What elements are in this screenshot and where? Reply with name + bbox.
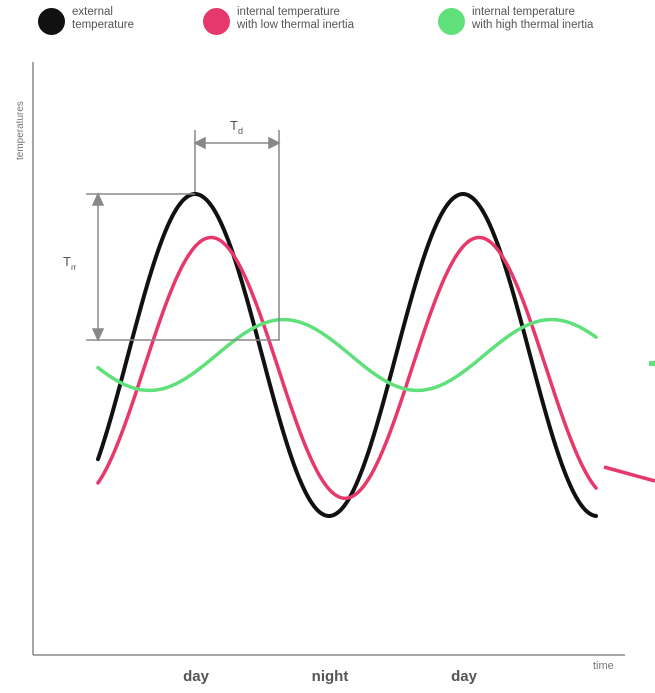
legend-label-external: external temperature bbox=[72, 6, 135, 31]
x-tick-day-2: day bbox=[451, 668, 478, 685]
x-tick-day-1: day bbox=[183, 668, 210, 685]
series-line-external bbox=[96, 192, 598, 518]
legend-label-high-inertia: internal temperature with high thermal i… bbox=[472, 6, 594, 31]
x-axis-label: time bbox=[593, 660, 614, 672]
series-line-high-inertia bbox=[96, 317, 598, 393]
amplitude-label: Trr bbox=[63, 254, 77, 272]
x-tick-night: night bbox=[312, 668, 349, 685]
legend-swatch-high-inertia bbox=[438, 8, 465, 35]
legend: external temperature internal temperatur… bbox=[0, 6, 655, 46]
amplitude-annotation bbox=[86, 192, 280, 342]
legend-swatch-low-inertia bbox=[203, 8, 230, 35]
legend-label-low-inertia: internal temperature with low thermal in… bbox=[237, 6, 354, 31]
legend-swatch-external bbox=[38, 8, 65, 35]
phase-shift-label: Td bbox=[230, 118, 243, 136]
series-line-low-inertia bbox=[96, 235, 598, 501]
edge-fragment-pink bbox=[603, 465, 655, 483]
phase-shift-annotation bbox=[193, 130, 281, 340]
legend-item-high-inertia: internal temperature with high thermal i… bbox=[438, 6, 632, 35]
y-axis-label: temperatures bbox=[15, 101, 26, 160]
legend-item-external: external temperature bbox=[38, 6, 232, 35]
edge-fragment-green bbox=[649, 361, 655, 366]
legend-item-low-inertia: internal temperature with low thermal in… bbox=[203, 6, 397, 35]
